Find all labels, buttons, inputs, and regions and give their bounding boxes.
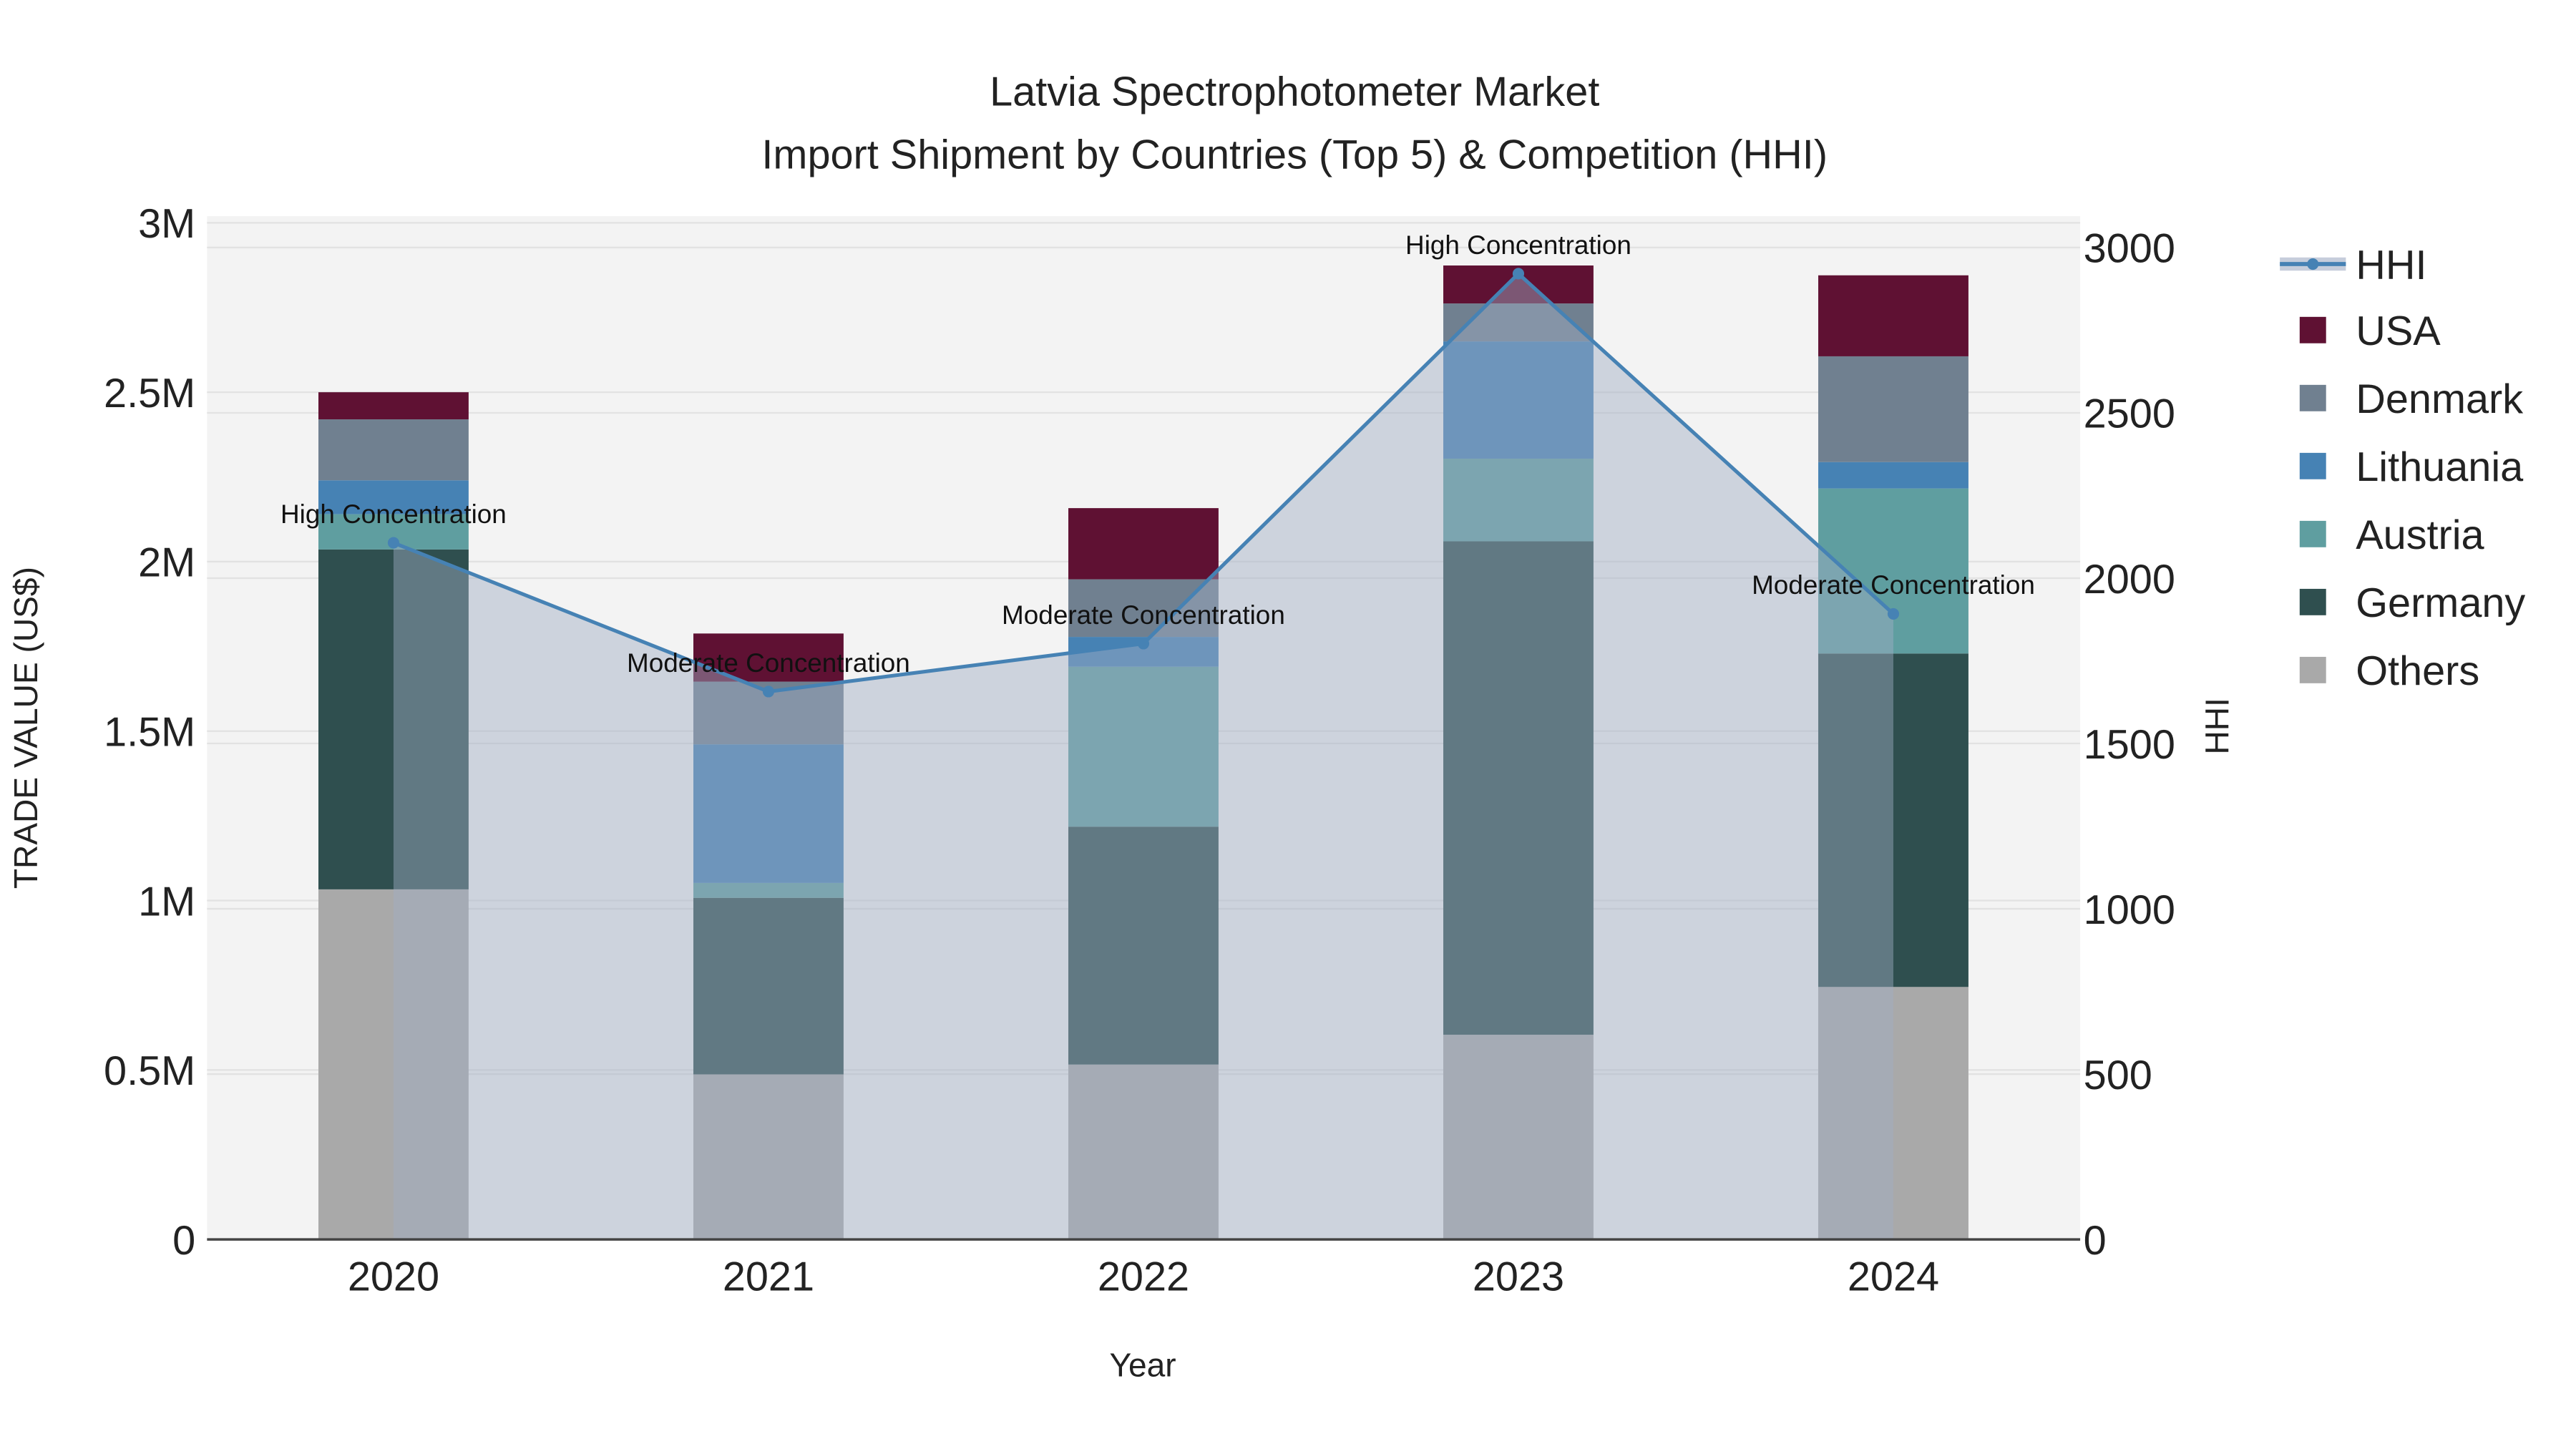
bar-lithuania: [1443, 341, 1594, 459]
y-tick-label: 0.5M: [104, 1048, 195, 1094]
bar-usa: [1818, 275, 1968, 356]
legend-label-others: Others: [2356, 648, 2479, 694]
x-tick-label: 2022: [1098, 1254, 1189, 1300]
bar-others: [318, 889, 469, 1240]
y-axis-title: TRADE VALUE (US$): [7, 567, 44, 889]
y2-tick-label: 2000: [2084, 557, 2175, 602]
bar-lithuania: [318, 480, 469, 514]
legend-label-denmark: Denmark: [2356, 376, 2523, 422]
y2-tick-label: 3000: [2084, 226, 2175, 272]
x-tick-label: 2024: [1848, 1254, 1939, 1300]
hhi-point: [1512, 268, 1525, 280]
hhi-annotation: High Concentration: [280, 499, 507, 529]
bar-others: [1068, 1064, 1219, 1240]
bar-others: [1818, 987, 1968, 1240]
y2-axis-title: HHI: [2199, 698, 2236, 754]
legend: HHI USA Denmark Lithuania Austria Germany Othe…: [2280, 243, 2525, 694]
y2-tick-label: 1000: [2084, 887, 2175, 933]
y-tick-label: 1.5M: [104, 709, 195, 755]
bar-usa: [1068, 508, 1219, 580]
x-axis-title: Year: [1109, 1347, 1176, 1384]
legend-swatch-hhi-marker: [2307, 258, 2319, 270]
x-tick-label: 2021: [723, 1254, 814, 1300]
legend-label-usa: USA: [2356, 308, 2441, 354]
bar-germany: [693, 897, 844, 1075]
y-tick-label: 2.5M: [104, 371, 195, 416]
bar-others: [1443, 1035, 1594, 1240]
bar-lithuania: [693, 744, 844, 883]
legend-swatch-lithuania: [2299, 452, 2326, 479]
y2-tick-label: 0: [2084, 1218, 2107, 1264]
bar-germany: [318, 549, 469, 889]
bar-lithuania: [1818, 462, 1968, 489]
bar-others: [693, 1074, 844, 1240]
legend-swatch-germany: [2299, 588, 2326, 615]
chart-subtitle: Import Shipment by Countries (Top 5) & C…: [761, 132, 1828, 177]
y-tick-label: 2M: [138, 540, 195, 586]
legend-label-hhi: HHI: [2356, 243, 2426, 288]
bar-austria: [1443, 458, 1594, 542]
hhi-annotation: Moderate Concentration: [1752, 570, 2035, 600]
hhi-annotation: High Concentration: [1405, 230, 1631, 260]
bar-austria: [693, 882, 844, 898]
bar-usa: [318, 392, 469, 420]
y2-tick-label: 2500: [2084, 391, 2175, 437]
chart-title: Latvia Spectrophotometer Market: [990, 69, 1599, 115]
hhi-annotation: Moderate Concentration: [1002, 600, 1285, 630]
bar-austria: [1068, 666, 1219, 827]
legend-swatch-usa: [2299, 316, 2326, 343]
bar-germany: [1068, 826, 1219, 1065]
hhi-point: [1137, 638, 1150, 650]
y-tick-label: 0: [172, 1218, 195, 1264]
bar-germany: [1443, 541, 1594, 1035]
hhi-point: [387, 537, 400, 549]
legend-swatch-others: [2299, 656, 2326, 683]
bar-denmark: [1818, 356, 1968, 462]
bar-denmark: [318, 419, 469, 481]
bar-denmark: [1068, 579, 1219, 638]
x-tick-label: 2020: [348, 1254, 439, 1300]
legend-label-lithuania: Lithuania: [2356, 444, 2524, 490]
y-tick-label: 1M: [138, 879, 195, 924]
y2-tick-label: 1500: [2084, 722, 2175, 768]
legend-swatch-denmark: [2299, 384, 2326, 411]
legend-label-austria: Austria: [2356, 512, 2484, 558]
y-tick-label: 3M: [138, 201, 195, 247]
hhi-annotation: Moderate Concentration: [627, 648, 910, 678]
y2-tick-label: 500: [2084, 1053, 2152, 1098]
hhi-point: [1887, 608, 1900, 620]
hhi-area: [393, 273, 1893, 1240]
hhi-point: [762, 686, 775, 698]
bar-germany: [1818, 653, 1968, 987]
legend-swatch-austria: [2299, 520, 2326, 547]
x-tick-label: 2023: [1473, 1254, 1564, 1300]
bar-austria: [1818, 488, 1968, 654]
legend-label-germany: Germany: [2356, 580, 2525, 626]
